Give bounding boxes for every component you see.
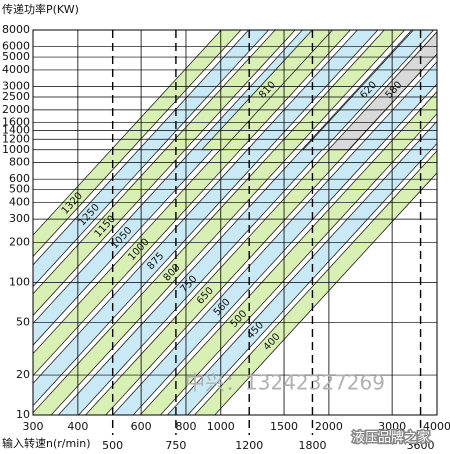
x-tick-label-secondary: 3600: [407, 439, 435, 452]
band: [33, 30, 270, 288]
band: [84, 31, 437, 415]
y-tick-label: 800: [9, 156, 30, 169]
x-tick-label-secondary: 1800: [298, 439, 326, 452]
y-tick-label: 300: [9, 212, 30, 225]
band: [33, 30, 296, 317]
x-tick-label: 3000: [378, 420, 406, 433]
y-tick-label: 2500: [2, 90, 30, 103]
y-tick-label: 1200: [2, 132, 30, 145]
x-tick-label: 4000: [423, 420, 450, 433]
x-tick-label: 600: [131, 420, 152, 433]
x-tick-label-secondary: 500: [102, 439, 123, 452]
x-axis-title: 输入转速n(r/min): [2, 436, 91, 450]
y-tick-label: 10: [16, 408, 30, 421]
x-tick-label: 1000: [207, 420, 235, 433]
y-tick-label: 20: [16, 368, 30, 381]
band: [166, 120, 437, 415]
band: [139, 90, 437, 415]
y-tick-label: 3000: [2, 79, 30, 92]
y-tick-label: 6000: [2, 40, 30, 53]
bands: [33, 30, 437, 415]
y-axis-title: 传递功率P(KW): [2, 2, 79, 16]
band: [33, 30, 242, 258]
y-tick-label: 2000: [2, 103, 30, 116]
x-tick-label-secondary: 750: [165, 439, 186, 452]
band: [33, 30, 406, 415]
y-tick-label: 500: [9, 183, 30, 196]
x-tick-label: 300: [23, 420, 44, 433]
y-tick-label: 400: [9, 196, 30, 209]
grid: [32, 29, 438, 435]
y-tick-label: 600: [9, 172, 30, 185]
y-tick-label: 100: [9, 275, 30, 288]
y-tick-label: 4000: [2, 63, 30, 76]
watermark: 液压品牌之家: [352, 430, 430, 446]
x-tick-label: 2000: [315, 420, 343, 433]
watermark: 中兴：13242327269: [185, 371, 385, 395]
band: [193, 150, 437, 415]
x-tick-label: 800: [175, 420, 196, 433]
x-tick-label: 400: [67, 420, 88, 433]
x-tick-label: 1500: [270, 420, 298, 433]
labels: 1320125011501050100087580075065056050045…: [2, 23, 450, 452]
y-tick-label: 200: [9, 235, 30, 248]
y-tick-label: 1000: [2, 143, 30, 156]
y-tick-label: 8000: [2, 23, 30, 36]
y-tick-label: 50: [16, 315, 30, 328]
y-tick-label: 1400: [2, 123, 30, 136]
y-tick-label: 1600: [2, 116, 30, 129]
band: [33, 30, 379, 407]
x-tick-label-secondary: 1200: [235, 439, 263, 452]
y-tick-label: 5000: [2, 50, 30, 63]
